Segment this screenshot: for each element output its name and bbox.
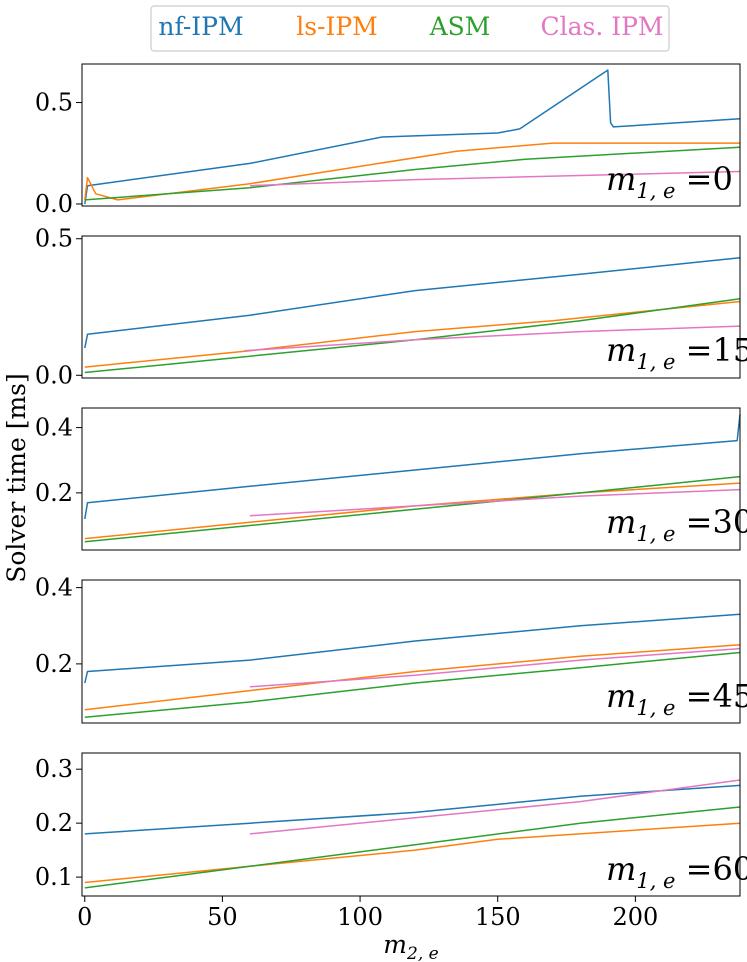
chart-panel: 0.2 0.4 m1, e =30 [35, 407, 747, 551]
series-line [244, 325, 741, 352]
series-line [84, 806, 741, 889]
series-line [84, 142, 740, 201]
chart-panel: 0.0 0.5 m1, e =0 [35, 63, 741, 218]
panel-label: m1, e =15 [606, 331, 747, 374]
y-tick-label: 0.5 [35, 225, 73, 253]
chart-panel: 0.0 0.5 m1, e =15 [35, 225, 747, 390]
series-line [84, 822, 741, 884]
panel-label: m1, e =30 [606, 503, 747, 546]
y-tick-label: 0.1 [35, 863, 73, 891]
panel-label: m1, e =60 [606, 850, 747, 893]
series-line [249, 779, 741, 835]
x-tick-label: 200 [612, 903, 658, 931]
series-line [84, 651, 741, 719]
y-tick-label: 0.2 [35, 809, 73, 837]
series-line [84, 475, 741, 543]
series-line [249, 488, 741, 517]
y-tick-label: 0.4 [35, 414, 73, 442]
chart-panels: 0.0 0.5 m1, e =0 0.0 0.5 m1, e =15 0.2 0.4 m1, e… [35, 63, 747, 897]
x-axis-title: m2, e [383, 930, 438, 962]
y-tick-label: 0.0 [35, 190, 73, 218]
panel-frame [81, 752, 741, 897]
x-tick-label: 150 [475, 903, 521, 931]
series-line [84, 644, 741, 711]
legend-entry: nf-IPM [158, 12, 243, 41]
series-line [84, 69, 741, 205]
chart-legend: nf-IPM ls-IPM ASM Clas. IPM [150, 5, 670, 52]
y-tick-label: 0.0 [35, 361, 73, 389]
y-tick-label: 0.2 [35, 479, 73, 507]
series-line [84, 300, 741, 368]
legend-entry: ASM [429, 12, 491, 41]
x-tick-label: 0 [77, 903, 92, 931]
panel-frame [81, 407, 741, 551]
y-tick-label: 0.3 [35, 755, 73, 783]
legend-entry: ls-IPM [296, 12, 378, 41]
legend-entry: Clas. IPM [540, 12, 663, 41]
series-line [84, 784, 741, 835]
chart-panel: 0.1 0.2 0.3 m1, e =60 [35, 752, 747, 897]
panel-label: m1, e =0 [606, 160, 733, 203]
x-axis: 0 50 100 150 200 [77, 896, 658, 931]
series-line [84, 146, 741, 201]
y-axis-title: Solver time [ms] [2, 373, 31, 583]
series-line [249, 647, 741, 688]
series-line [84, 257, 741, 349]
series-line [249, 170, 741, 187]
legend-box [150, 5, 670, 52]
y-tick-label: 0.4 [35, 574, 73, 602]
x-tick-label: 100 [337, 903, 383, 931]
panel-frame [81, 63, 741, 207]
x-tick-label: 50 [207, 903, 238, 931]
y-tick-label: 0.5 [35, 89, 73, 117]
series-line [84, 613, 741, 684]
panel-frame [81, 235, 741, 379]
y-tick-label: 0.2 [35, 650, 73, 678]
panel-frame [81, 579, 741, 724]
series-line [84, 414, 741, 520]
panel-label: m1, e =45 [606, 677, 747, 720]
chart-panel: 0.2 0.4 m1, e =45 [35, 574, 747, 724]
